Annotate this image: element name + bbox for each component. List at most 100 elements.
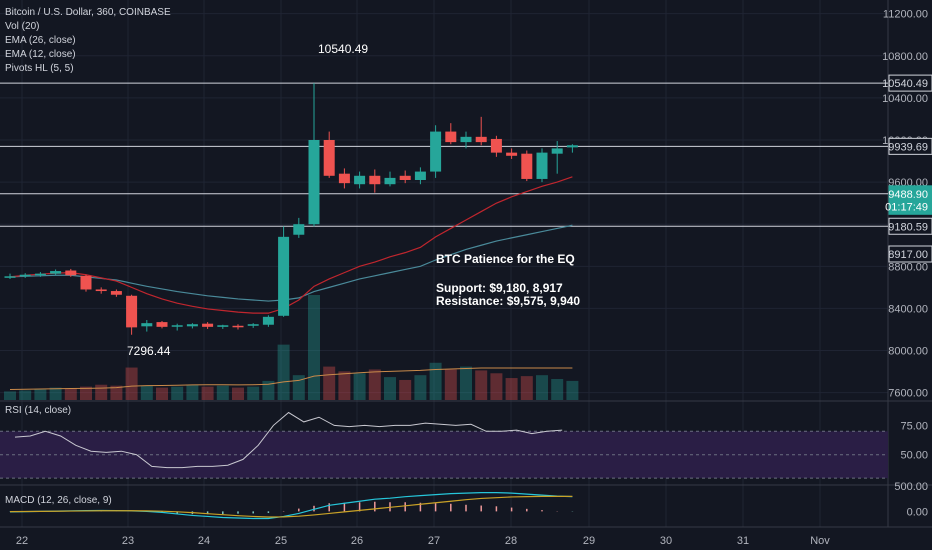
volume-bar xyxy=(490,373,503,400)
volume-bar xyxy=(460,366,472,400)
candle-body xyxy=(247,324,259,326)
price-badge xyxy=(888,245,932,263)
price-tick-label: 8400.00 xyxy=(888,303,928,315)
volume-bar xyxy=(429,362,442,400)
candle-body xyxy=(34,273,46,276)
candle-body xyxy=(110,291,122,295)
candle-body xyxy=(354,175,366,185)
candle-body xyxy=(186,324,198,327)
price-tick-label: 10400.00 xyxy=(882,93,928,105)
candle-body xyxy=(156,322,168,327)
candle-body xyxy=(430,131,442,172)
candle-body xyxy=(338,173,350,184)
time-tick-label: 23 xyxy=(122,535,134,547)
candle-body xyxy=(399,175,411,180)
candle-body xyxy=(414,171,426,180)
candle-body xyxy=(50,271,62,274)
note-resistance: Resistance: $9,575, 9,940 xyxy=(436,294,581,308)
candle-body xyxy=(521,153,533,179)
macd-tick-label: 0.00 xyxy=(907,506,928,518)
time-tick-label: Nov xyxy=(810,535,830,547)
price-badge xyxy=(888,74,932,92)
volume-bar xyxy=(171,386,184,400)
candle-body xyxy=(551,148,563,154)
macd-legend: MACD (12, 26, close, 9) xyxy=(5,495,112,506)
time-tick-label: 30 xyxy=(660,535,672,547)
volume-bar xyxy=(186,384,199,400)
time-tick-label: 25 xyxy=(275,535,287,547)
note-support: Support: $9,180, 8,917 xyxy=(436,281,563,295)
volume-bar xyxy=(308,295,320,400)
legend-ema26: EMA (26, close) xyxy=(5,35,76,46)
candle-body xyxy=(95,289,107,292)
price-badge xyxy=(888,137,932,155)
price-badge-label: 01:17:49 xyxy=(885,201,928,213)
candle-body xyxy=(445,131,457,143)
candle-body xyxy=(293,224,305,235)
legend-pivots: Pivots HL (5, 5) xyxy=(5,63,74,74)
candle-body xyxy=(217,325,229,327)
rsi-line xyxy=(14,411,563,469)
candle-body xyxy=(4,276,16,278)
volume-bar xyxy=(19,390,32,400)
volume-bar xyxy=(566,380,579,400)
price-badge-label: 9488.90 xyxy=(888,189,928,201)
volume-bar xyxy=(444,369,457,400)
candle-body xyxy=(369,175,381,185)
price-badge-label: 9180.59 xyxy=(888,221,928,233)
volume-bar xyxy=(475,370,488,400)
volume-bar xyxy=(95,384,108,400)
price-badge-label: 10540.49 xyxy=(882,78,928,90)
candle-body xyxy=(278,236,290,316)
volume-bar xyxy=(140,385,153,400)
time-tick-label: 26 xyxy=(351,535,363,547)
chart-legend: Bitcoin / U.S. Dollar, 360, COINBASE Vol… xyxy=(5,6,171,76)
volume-bar xyxy=(110,385,123,400)
candle-body xyxy=(506,152,518,156)
volume-bar xyxy=(232,387,244,400)
volume-bar xyxy=(80,386,92,400)
candle-body xyxy=(384,177,396,185)
legend-vol: Vol (20) xyxy=(5,21,40,32)
time-tick-label: 28 xyxy=(505,535,517,547)
volume-bar xyxy=(338,371,351,400)
legend-ema12: EMA (12, close) xyxy=(5,49,76,60)
volume-bar xyxy=(368,369,381,400)
volume-bar xyxy=(505,378,518,400)
time-tick-label: 24 xyxy=(198,535,210,547)
volume-bar xyxy=(156,387,168,400)
pivot-high-label: 10540.49 xyxy=(318,42,369,56)
time-tick-label: 27 xyxy=(428,535,440,547)
price-tick-label: 11200.00 xyxy=(883,9,928,21)
volume-ma-line xyxy=(9,367,573,390)
volume-bar xyxy=(292,375,305,400)
candle-body xyxy=(126,295,138,328)
rsi-legend: RSI (14, close) xyxy=(5,405,72,416)
rsi-tick-label: 50.00 xyxy=(900,450,928,462)
candle-body xyxy=(460,136,472,143)
volume-bar xyxy=(201,386,214,400)
candle-body xyxy=(490,138,502,153)
price-tick-label: 8000.00 xyxy=(888,346,928,358)
note-title: BTC Patience for the EQ xyxy=(436,252,575,266)
price-tick-label: 10800.00 xyxy=(882,51,928,63)
volume-bar xyxy=(4,391,16,400)
volume-bar xyxy=(536,375,548,400)
candle-body xyxy=(536,152,548,179)
volume-bar xyxy=(216,385,229,400)
candle-body xyxy=(65,270,77,276)
volume-bar xyxy=(323,366,336,400)
candle-body xyxy=(141,323,153,327)
volume-bar xyxy=(353,373,366,400)
volume-bar xyxy=(34,389,47,400)
time-tick-label: 29 xyxy=(583,535,595,547)
candle-body xyxy=(475,136,487,143)
volume-bar xyxy=(64,388,77,400)
legend-symbol: Bitcoin / U.S. Dollar, 360, COINBASE xyxy=(5,7,171,18)
candle-body xyxy=(308,140,320,225)
volume-bar xyxy=(277,344,290,400)
candle-body xyxy=(323,140,335,176)
volume-bar xyxy=(399,379,412,400)
candle-body xyxy=(80,275,92,290)
